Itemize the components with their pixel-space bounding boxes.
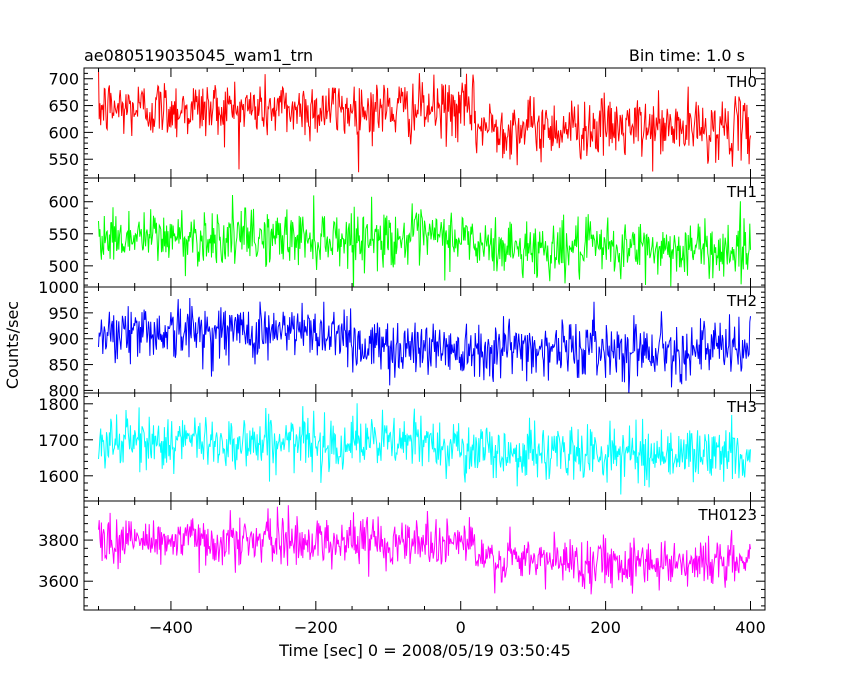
panel-label-th0123: TH0123 <box>697 506 757 524</box>
panel-label-th3: TH3 <box>726 398 757 416</box>
y-tick-label: 950 <box>48 304 79 323</box>
y-tick-label: 3800 <box>38 531 79 550</box>
x-tick-label: 200 <box>590 618 621 637</box>
bin-time-label: Bin time: 1.0 s <box>629 46 745 65</box>
x-tick-label: 0 <box>456 618 466 637</box>
y-tick-label: 1600 <box>38 467 79 486</box>
x-tick-label: −200 <box>294 618 338 637</box>
y-tick-label: 3600 <box>38 572 79 591</box>
y-tick-label: 500 <box>48 257 79 276</box>
panel-frame <box>83 500 766 611</box>
series-line-th2 <box>98 297 751 393</box>
y-tick-label: 650 <box>48 97 79 116</box>
panel-label-th0: TH0 <box>726 73 757 91</box>
y-tick-label: 1700 <box>38 431 79 450</box>
panel-th1: 500 550 600 TH1 <box>48 177 766 288</box>
y-tick-label: 850 <box>48 356 79 375</box>
panel-th3: 1600 1700 1800 TH3 <box>38 392 766 502</box>
panel-label-th2: TH2 <box>726 292 757 310</box>
y-tick-label: 1800 <box>38 395 79 414</box>
y-tick-label: 900 <box>48 330 79 349</box>
x-tick-label: 400 <box>735 618 766 637</box>
panel-th0123: 3600 3800 TH0123 <box>38 500 766 611</box>
y-tick-label: 1000 <box>38 278 79 297</box>
y-tick-label: 600 <box>48 123 79 142</box>
series-line-th1 <box>98 194 751 287</box>
y-tick-label: 700 <box>48 70 79 89</box>
panel-th0: 550 600 650 700 TH0 <box>48 67 766 179</box>
panels-group: 550 600 650 700 TH0 500 550 600 TH1 800 850 900 950 1… <box>38 67 766 637</box>
panel-th2: 800 850 900 950 1000 TH2 <box>38 278 766 400</box>
y-tick-label: 800 <box>48 381 79 400</box>
y-tick-label: 550 <box>48 225 79 244</box>
series-line-th0 <box>98 68 751 173</box>
y-tick-label: 550 <box>48 150 79 169</box>
panel-frame <box>83 392 766 502</box>
x-axis-label: Time [sec] 0 = 2008/05/19 03:50:45 <box>278 641 571 660</box>
y-axis-label: Counts/sec <box>3 301 22 389</box>
plot-title: ae080519035045_wam1_trn <box>84 46 313 66</box>
panel-label-th1: TH1 <box>726 183 757 201</box>
y-tick-label: 600 <box>48 193 79 212</box>
x-tick-label: −400 <box>149 618 193 637</box>
series-line-th3 <box>98 403 751 495</box>
series-line-th0123 <box>98 505 751 595</box>
